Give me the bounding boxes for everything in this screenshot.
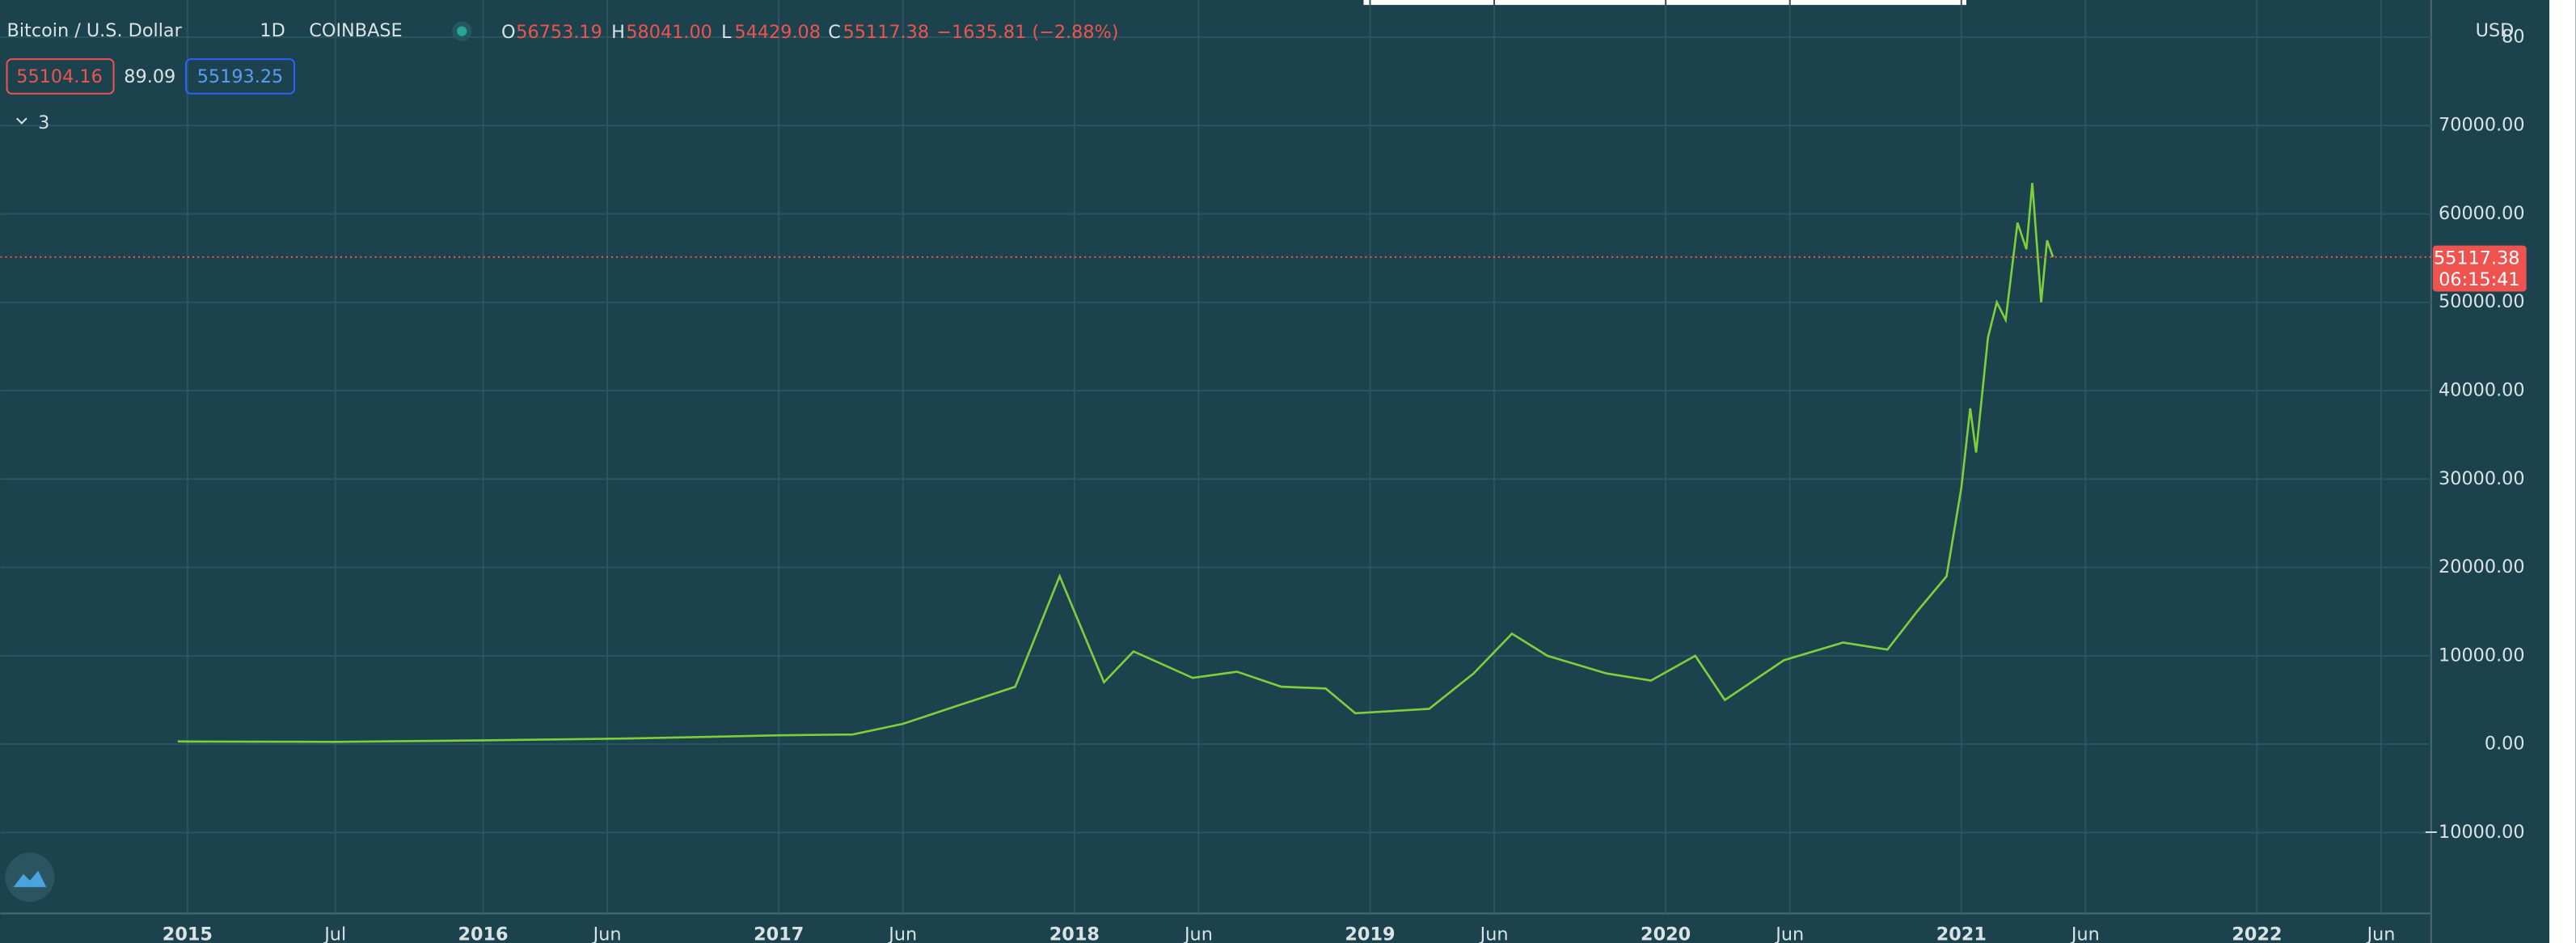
spread: 89.09 [124, 66, 175, 87]
bid[interactable]: 55104.16 [16, 66, 103, 87]
last-price-badge [2432, 245, 2527, 292]
last-price-label: 55117.38 [2434, 247, 2520, 269]
x-tick-label: 2019 [1345, 924, 1395, 943]
collapse-icon[interactable] [16, 117, 27, 125]
low: 54429.08 [734, 22, 821, 43]
close-label: C [828, 22, 841, 43]
open-label: O [501, 22, 516, 43]
y-tick-label: −10000.00 [2423, 822, 2524, 843]
logo[interactable] [5, 852, 55, 903]
x-tick-label: 2020 [1641, 924, 1691, 943]
ask-box[interactable] [184, 58, 296, 95]
x-tick-label: Jun [1774, 924, 1804, 943]
y-tick-label: 80 [2502, 26, 2524, 47]
y-tick-label: 40000.00 [2439, 380, 2525, 401]
x-tick-label: 2021 [1936, 924, 1987, 943]
x-tick-label: Jul [323, 924, 346, 943]
x-tick-label: 2018 [1049, 924, 1100, 943]
logo-mark [13, 870, 47, 887]
y-tick-label: 30000.00 [2439, 468, 2525, 489]
right-toolbar[interactable] [2549, 0, 2576, 943]
high: 58041.00 [626, 22, 712, 43]
grid [0, 0, 2431, 914]
open: 56753.19 [516, 22, 602, 43]
price-line [177, 183, 2054, 743]
x-tick-label: Jun [2366, 924, 2396, 943]
close: 55117.38 [843, 22, 930, 43]
y-tick-label: 0.00 [2485, 734, 2525, 755]
y-tick-label: 20000.00 [2439, 556, 2525, 577]
x-tick-label: Jun [1479, 924, 1509, 943]
currency: USD [2476, 20, 2515, 41]
x-tick-label: 2017 [754, 924, 804, 943]
symbol[interactable]: Bitcoin / U.S. Dollar [7, 20, 183, 41]
indicator-count[interactable]: 3 [38, 112, 49, 133]
low-label: L [721, 22, 732, 43]
x-tick-label: Jun [2070, 924, 2100, 943]
x-tick-label: Jun [1183, 924, 1213, 943]
countdown: 06:15:41 [2439, 269, 2519, 290]
status-dot-inner [457, 26, 467, 36]
x-tick-label: 2015 [163, 924, 213, 943]
x-tick-label: 2022 [2232, 924, 2282, 943]
x-tick-label: Jun [592, 924, 622, 943]
y-tick-label: 60000.00 [2439, 203, 2525, 224]
interval[interactable]: 1D [260, 20, 285, 41]
exchange: COINBASE [309, 20, 402, 41]
plot [0, 183, 2431, 743]
y-tick-label: 70000.00 [2439, 115, 2525, 136]
x-tick-label: 2016 [458, 924, 508, 943]
y-tick-label: 50000.00 [2439, 291, 2525, 312]
y-tick-label: 10000.00 [2439, 645, 2525, 666]
ask[interactable]: 55193.25 [197, 66, 284, 87]
high-label: H [611, 22, 625, 43]
change: −1635.81 (−2.88%) [936, 22, 1118, 43]
x-tick-label: Jun [887, 924, 917, 943]
bid-box[interactable] [6, 58, 115, 95]
